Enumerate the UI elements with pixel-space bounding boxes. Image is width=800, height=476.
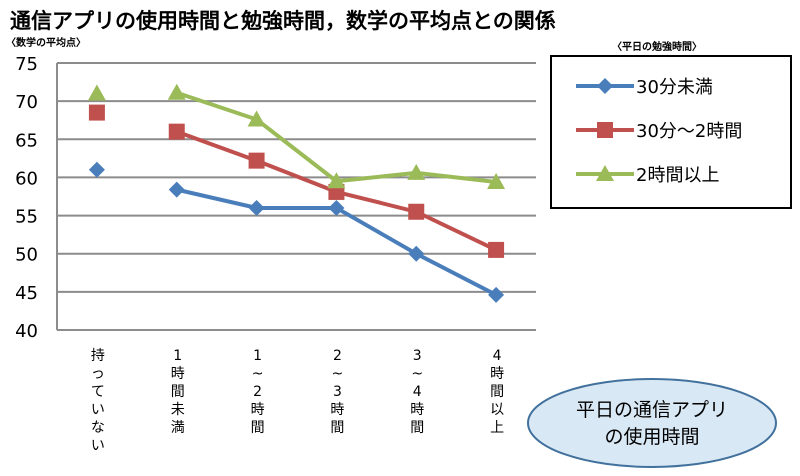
y-axis-label: 〈数学の平均点〉 <box>6 36 86 49</box>
x-tick-label-char: 間 <box>410 420 424 436</box>
legend-items: 30分未満 30分～2時間 2時間以上 <box>576 77 742 186</box>
series-2-point <box>168 123 185 140</box>
x-tick-label-char: ~ <box>332 366 344 382</box>
x-tick-label-char: 時 <box>171 366 185 382</box>
x-tick-label-char: い <box>91 402 105 418</box>
series-2-point <box>408 203 425 220</box>
x-tick-label-char: 3 <box>413 348 422 364</box>
y-tick-label: 60 <box>15 168 38 189</box>
series-3-point <box>487 173 506 190</box>
series-3-point <box>87 84 106 101</box>
x-tick-label-char: 上 <box>490 420 504 436</box>
legend: 30分未満 30分～2時間 2時間以上 <box>550 55 792 209</box>
x-tick-label-char: ~ <box>252 366 264 382</box>
legend-title: 〈平日の勉強時間〉 <box>612 40 702 53</box>
x-tick-label-char: ~ <box>411 366 423 382</box>
x-axis-title-line2: の使用時間 <box>604 426 699 448</box>
x-tick-label-char: な <box>91 420 105 436</box>
legend-marker-1 <box>597 78 613 94</box>
legend-marker-3 <box>596 165 614 181</box>
chart-title: 通信アプリの使用時間と勉強時間，数学の平均点との関係 <box>10 9 556 33</box>
x-tick-label-char: い <box>91 438 105 454</box>
gridlines <box>56 62 536 331</box>
series-1-point <box>328 199 345 216</box>
series-3-point <box>327 172 346 189</box>
x-tick-label-char: 時 <box>490 366 504 382</box>
x-tick-label-char: て <box>91 384 105 400</box>
series-1-point <box>488 286 505 303</box>
series-3-point <box>167 83 186 100</box>
series-markers <box>87 83 506 303</box>
x-axis-title-line1: 平日の通信アプリ <box>576 399 728 421</box>
legend-label-1: 30分未満 <box>636 77 713 98</box>
x-tick-label-char: 時 <box>330 402 344 418</box>
y-tick-label: 40 <box>15 321 38 342</box>
x-axis-title-box: 平日の通信アプリ の使用時間 <box>527 378 777 468</box>
y-tick-label: 50 <box>15 245 38 266</box>
x-tick-label-char: 満 <box>171 420 185 436</box>
x-tick-label-char: 1 <box>173 348 182 364</box>
series-1-point <box>248 199 265 216</box>
y-axis-ticks: 40 45 50 55 60 65 70 75 <box>15 54 38 342</box>
x-tick-label-char: 時 <box>410 402 424 418</box>
legend-label-3: 2時間以上 <box>636 165 719 186</box>
x-tick-label-char: っ <box>91 366 105 382</box>
y-tick-label: 65 <box>15 130 38 151</box>
legend-marker-2 <box>597 122 613 138</box>
series-3-point <box>407 163 426 180</box>
x-tick-label-char: 間 <box>330 420 344 436</box>
x-tick-label-char: 間 <box>171 384 185 400</box>
x-tick-label-char: 以 <box>490 402 504 418</box>
y-tick-label: 70 <box>15 92 38 113</box>
series-1-point <box>88 161 105 178</box>
series-3-point <box>247 110 266 127</box>
series-2-point <box>248 152 265 169</box>
y-tick-label: 75 <box>15 54 38 75</box>
x-tick-label-char: 持 <box>91 348 105 364</box>
x-tick-label-char: 1 <box>253 348 262 364</box>
x-tick-label-char: 間 <box>251 420 265 436</box>
x-tick-label-char: 時 <box>251 402 265 418</box>
y-tick-label: 55 <box>15 207 38 228</box>
x-axis-title-ellipse <box>527 378 777 468</box>
x-tick-label-char: 2 <box>253 384 262 400</box>
x-tick-label-char: 4 <box>493 348 502 364</box>
y-tick-label: 45 <box>15 283 38 304</box>
x-tick-label-char: 間 <box>490 384 504 400</box>
x-tick-label-char: 3 <box>333 384 342 400</box>
series-line-3 <box>176 90 497 184</box>
series-2-point <box>488 241 505 258</box>
series-1-point <box>408 245 425 262</box>
series-1-point <box>168 181 185 198</box>
legend-label-2: 30分～2時間 <box>636 121 742 142</box>
x-tick-label-char: 2 <box>333 348 342 364</box>
x-tick-label-char: 未 <box>171 402 185 418</box>
x-tick-label-char: 4 <box>413 384 422 400</box>
series-2-point <box>88 104 105 121</box>
